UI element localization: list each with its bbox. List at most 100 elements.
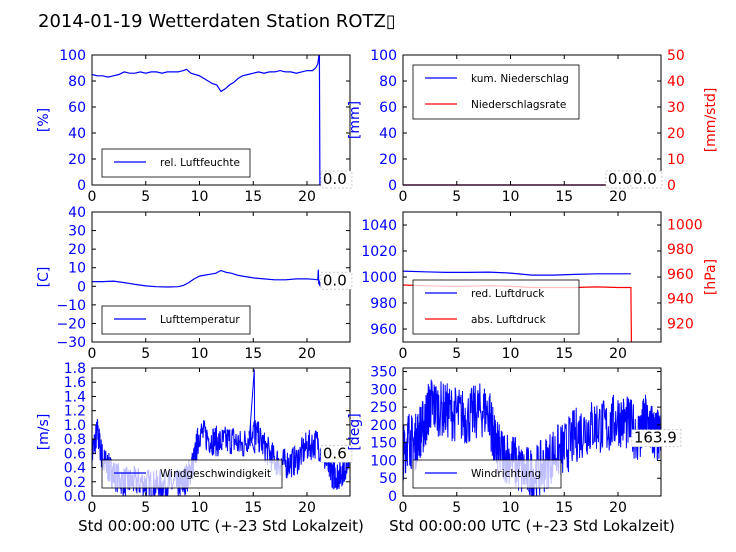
y2-tick-label: 30: [667, 100, 685, 116]
y2-tick-label: 980: [667, 242, 694, 258]
legend-label: abs. Luftdruck: [471, 314, 547, 326]
y-tick-label: 980: [370, 296, 397, 312]
y-tick-label: 1040: [361, 218, 397, 234]
y-tick-label: 10: [68, 261, 86, 277]
y-tick-label: 20: [68, 152, 86, 168]
value-annotation-box: [320, 444, 353, 463]
x-tick-label: 20: [609, 346, 627, 362]
series-line-1: [91, 54, 321, 186]
x-axis-label: Std 00:00:00 UTC (+-23 Std Lokalzeit): [78, 517, 364, 535]
x-tick-label: 5: [452, 500, 461, 516]
y-tick-label: −10: [56, 298, 86, 314]
x-tick-label: 20: [298, 500, 316, 516]
value-annotation-box: [631, 429, 682, 448]
value-annotation-2-box: [630, 170, 663, 189]
legend: red. Luftdruck abs. Luftdruck: [412, 279, 580, 335]
legend-label: red. Luftdruck: [471, 288, 545, 300]
value-annotation: 0.0: [323, 170, 347, 188]
x-tick-label: 10: [502, 500, 520, 516]
legend-label: rel. Luftfeuchte: [160, 157, 240, 169]
y-tick-label: 40: [68, 205, 86, 221]
x-tick-label: 10: [191, 500, 209, 516]
panel-temperature: 0 5 10 15 20 −30 −20 −10 0 10 20 30 40 [C] Lufttempera…: [36, 205, 353, 362]
y-tick-label: 1.2: [64, 404, 86, 420]
x-tick-label: 0: [399, 500, 408, 516]
x-tick-label: 20: [298, 346, 316, 362]
y-tick-label: 100: [370, 453, 397, 469]
x-tick-label: 5: [452, 189, 461, 205]
y-tick-label: 1.6: [64, 375, 86, 391]
y-tick-label: 60: [379, 100, 397, 116]
y-tick-label: 0.0: [64, 489, 86, 505]
legend: Lufttemperatur: [101, 305, 251, 335]
y-tick-label: 200: [370, 418, 397, 434]
value-annotation: 163.9: [634, 429, 677, 447]
y-axis-label: [%]: [36, 108, 52, 132]
y-tick-label: 1.0: [64, 418, 86, 434]
y-axis-label: [mm]: [347, 101, 363, 139]
y-tick-label: 0: [388, 489, 397, 505]
x-tick-label: 15: [555, 189, 573, 205]
y-tick-label: 20: [68, 242, 86, 258]
y-axis-label: [deg]: [347, 413, 363, 450]
y-tick-label: 40: [68, 126, 86, 142]
y2-tick-label: 0: [667, 178, 676, 194]
y-tick-label: −30: [56, 335, 86, 351]
legend: rel. Luftfeuchte: [101, 148, 251, 178]
x-tick-label: 0: [88, 189, 97, 205]
x-tick-label: 15: [244, 500, 262, 516]
legend-label: Lufttemperatur: [160, 314, 240, 326]
series-line-1: [402, 270, 631, 276]
value-annotation: 0.0: [608, 170, 632, 188]
x-tick-label: 10: [502, 189, 520, 205]
legend-box: [101, 148, 251, 178]
legend-label: Windrichtung: [471, 468, 541, 480]
x-tick-label: 0: [399, 346, 408, 362]
x-tick-label: 20: [609, 189, 627, 205]
legend-box: [412, 64, 580, 120]
y-tick-label: 100: [370, 48, 397, 64]
y-tick-label: 300: [370, 382, 397, 398]
legend-box: [101, 459, 283, 489]
x-tick-label: 15: [555, 500, 573, 516]
axes-frame: [402, 54, 662, 186]
value-annotation-box: [605, 170, 638, 189]
y-tick-label: 0.8: [64, 432, 86, 448]
axes-frame: [91, 54, 351, 186]
x-tick-label: 10: [191, 189, 209, 205]
legend-label: Niederschlagsrate: [471, 99, 566, 111]
x-tick-label: 0: [399, 189, 408, 205]
y2-tick-label: 940: [667, 292, 694, 308]
panel-pressure: 0 5 10 15 20 960 980 1000 1020 1040 920 940 960 980 10…: [361, 211, 719, 362]
legend-box: [101, 305, 251, 335]
x-tick-label: 20: [298, 189, 316, 205]
y-tick-label: 80: [68, 74, 86, 90]
y-axis-label: [m/s]: [36, 414, 52, 451]
y-tick-label: 1000: [361, 270, 397, 286]
x-tick-label: 20: [609, 500, 627, 516]
x-tick-label: 10: [191, 346, 209, 362]
y-tick-label: 1020: [361, 244, 397, 260]
y2-tick-label: 50: [667, 48, 685, 64]
y-tick-label: 30: [68, 224, 86, 240]
value-annotation-box: [320, 271, 353, 290]
legend-box: [412, 459, 562, 489]
x-tick-label: 5: [141, 500, 150, 516]
y-tick-label: 250: [370, 400, 397, 416]
y-tick-label: 0.2: [64, 475, 86, 491]
y-tick-label: 350: [370, 365, 397, 381]
panel-wind-speed: 0 5 10 15 200.00.20.40.60.81.01.21.41.61.8[m…: [36, 361, 364, 535]
y-axis-label: [C]: [36, 267, 52, 288]
figure-title: 2014-01-19 Wetterdaten Station ROTZ▯: [38, 11, 396, 32]
series-line-1: [402, 379, 662, 497]
legend: Windrichtung: [412, 459, 562, 489]
y-tick-label: 40: [379, 126, 397, 142]
x-tick-label: 15: [244, 346, 262, 362]
y2-tick-label: 20: [667, 126, 685, 142]
y-tick-label: 50: [379, 471, 397, 487]
panel-humidity: 0 5 10 15 20 0 20 40 60 80 100 [%] rel. Luftfeuchte 0…: [36, 48, 353, 205]
legend-label: Windgeschwindigkeit: [160, 468, 271, 480]
legend-box: [412, 279, 580, 335]
